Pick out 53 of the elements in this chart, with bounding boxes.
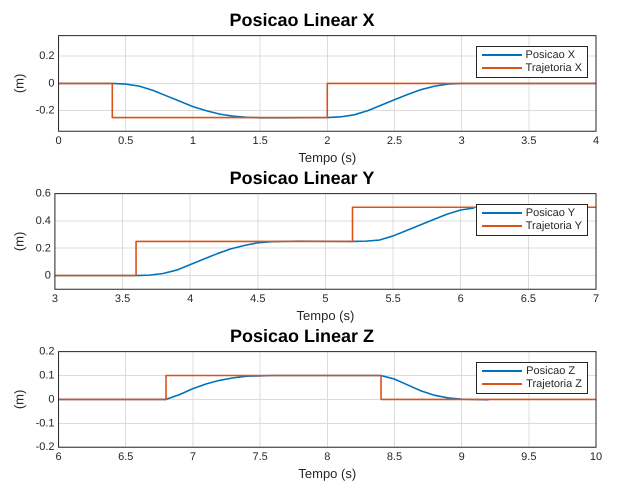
legend-label: Posicao X (526, 48, 576, 62)
x-tick-label: 7 (592, 292, 600, 305)
legend-label: Trajetoria Z (526, 378, 582, 391)
y-tick-label: 0.1 (39, 370, 55, 382)
x-axis-title: Tempo (s) (298, 466, 356, 481)
x-tick-label: 9.5 (521, 450, 536, 463)
x-tick-label: 1.5 (252, 134, 268, 147)
y-tick-label: 0 (48, 77, 55, 90)
x-tick-label: 8.5 (386, 450, 402, 463)
x-tick-label: 5.5 (385, 292, 401, 305)
x-tick-label: 2.5 (386, 134, 402, 147)
x-tick-label: 8 (324, 450, 330, 463)
y-tick-label: 0 (48, 393, 55, 406)
x-tick-label: 6 (55, 450, 62, 463)
chart-title: Posicao Linear Z (230, 326, 374, 346)
x-axis-title: Tempo (s) (298, 150, 356, 165)
y-axis-title: (m) (11, 74, 26, 94)
x-tick-label: 4 (592, 134, 600, 147)
x-tick-label: 3.5 (521, 134, 536, 147)
y-axis-title: (m) (11, 232, 26, 252)
x-tick-label: 1 (190, 134, 196, 147)
x-tick-label: 3.5 (114, 292, 130, 305)
legend-label: Posicao Y (526, 206, 576, 220)
y-tick-label: 0.2 (39, 346, 55, 358)
y-tick-label: -0.1 (36, 417, 55, 430)
x-tick-label: 7.5 (252, 450, 268, 463)
x-tick-label: 3 (52, 292, 58, 305)
x-tick-label: 6.5 (520, 292, 536, 305)
x-tick-label: 7 (190, 450, 196, 463)
chart-title: Posicao Linear X (229, 10, 375, 30)
legend-label: Trajetoria X (526, 62, 582, 75)
y-tick-label: 0.2 (39, 50, 55, 62)
x-tick-label: 6 (458, 292, 464, 305)
y-tick-label: -0.2 (36, 441, 55, 454)
y-tick-label: -0.2 (36, 104, 55, 117)
legend-label: Trajetoria Y (526, 220, 582, 233)
legend-label: Posicao Z (526, 364, 576, 378)
x-axis-title: Tempo (s) (296, 308, 354, 323)
x-tick-label: 6.5 (118, 450, 134, 463)
x-tick-label: 3 (458, 134, 465, 147)
x-tick-label: 2 (324, 134, 330, 147)
x-tick-label: 10 (590, 450, 602, 463)
chart-title: Posicao Linear Y (230, 168, 374, 188)
x-tick-label: 5 (322, 292, 329, 305)
y-tick-label: 0.6 (36, 188, 51, 200)
x-tick-label: 0.5 (118, 134, 134, 147)
y-tick-label: 0.4 (36, 214, 51, 227)
y-tick-label: 0 (44, 270, 51, 282)
y-tick-label: 0.2 (36, 242, 51, 254)
x-tick-label: 9 (458, 450, 465, 463)
x-tick-label: 4 (187, 292, 194, 305)
y-axis-title: (m) (11, 390, 26, 410)
x-tick-label: 4.5 (250, 292, 266, 305)
